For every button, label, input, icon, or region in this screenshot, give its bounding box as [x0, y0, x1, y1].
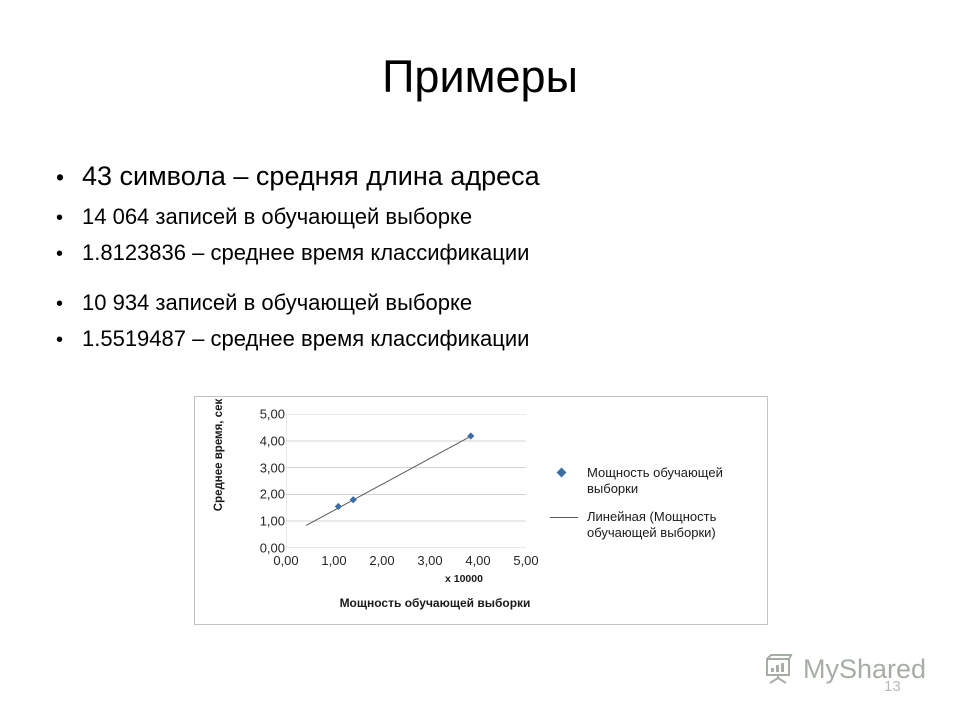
bullet-dot-icon: •: [56, 293, 64, 316]
chart-legend-label: Линейная (Мощность обучающей выборки): [587, 508, 717, 541]
chart-svg: [286, 414, 526, 548]
list-item-label: 1.5519487 – среднее время классификации: [82, 326, 530, 352]
chart-inner: Среднее время, сек 0,00 1,00 2,00 3,00 4,00 5…: [195, 397, 767, 624]
bullet-dot-icon: •: [56, 206, 64, 229]
list-item: • 1.8123836 – среднее время классификации: [56, 239, 736, 267]
chart-y-tick-label: 5,00: [259, 406, 285, 422]
slide-number: 13: [884, 678, 901, 695]
chart-y-tick-label: 2,00: [259, 486, 285, 502]
chart-x-axis-ticks: 0,00 1,00 2,00 3,00 4,00 5,00: [273, 553, 538, 573]
bullet-dot-icon: •: [56, 329, 64, 352]
chart-y-axis-title: Среднее время, сек: [213, 398, 225, 512]
list-item-label: 10 934 записей в обучающей выборке: [82, 290, 473, 316]
chart-y-tick-label: 1,00: [259, 513, 285, 529]
chart-x-axis-title: Мощность обучающей выборки: [339, 596, 531, 610]
chart-container: Среднее время, сек 0,00 1,00 2,00 3,00 4,00 5…: [194, 396, 768, 625]
chart-gridlines: [286, 414, 526, 548]
chart-legend-item: Мощность обучающей выборки: [544, 465, 759, 498]
list-item-label: 14 064 записей в обучающей выборке: [82, 203, 473, 229]
presentation-board-icon: [766, 654, 793, 684]
chart-y-axis-ticks: 0,00 1,00 2,00 3,00 4,00 5,00: [237, 397, 285, 626]
chart-x-tick-label: 5,00: [513, 553, 539, 568]
legend-diamond-marker-icon: [556, 467, 567, 478]
list-item: • 10 934 записей в обучающей выборке: [56, 289, 736, 317]
chart-y-tick-label: 0,00: [259, 540, 285, 556]
bullet-list: • 43 символа – средняя длина адреса • 14 06…: [56, 160, 736, 362]
bullet-dot-icon: •: [56, 164, 65, 190]
list-item: • 1.5519487 – среднее время классификации: [56, 325, 736, 353]
chart-y-tick-label: 3,00: [259, 460, 285, 476]
chart-trendline: [305, 434, 474, 526]
bullet-dot-icon: •: [56, 243, 64, 266]
page-title: Примеры: [382, 51, 578, 102]
watermark-text: MyShared: [803, 653, 927, 684]
chart-x-tick-label: 2,00: [369, 553, 395, 568]
list-item: • 43 символа – средняя длина адреса: [56, 160, 736, 193]
chart-x-tick-label: 4,00: [465, 553, 491, 568]
chart-plot-area: [286, 414, 526, 548]
legend-line-marker-icon: [550, 516, 578, 518]
chart-legend: Мощность обучающей выборки Линейная (Мощн…: [544, 465, 759, 553]
chart-data-point: [349, 496, 357, 504]
chart-data-point: [467, 432, 475, 440]
list-item-label: 1.8123836 – среднее время классификации: [82, 240, 530, 266]
watermark: MyShared: [762, 652, 926, 686]
chart-legend-item: Линейная (Мощность обучающей выборки): [544, 509, 759, 542]
list-item: • 14 064 записей в обучающей выборке: [56, 203, 736, 231]
chart-x-tick-label: 1,00: [321, 553, 347, 568]
list-item-label: 43 символа – средняя длина адреса: [82, 161, 540, 191]
chart-x-axis-multiplier: x 10000: [445, 573, 483, 585]
chart-y-tick-label: 4,00: [259, 433, 285, 449]
chart-x-tick-label: 0,00: [273, 553, 299, 568]
chart-x-tick-label: 3,00: [417, 553, 443, 568]
chart-legend-label: Мощность обучающей выборки: [587, 465, 723, 497]
